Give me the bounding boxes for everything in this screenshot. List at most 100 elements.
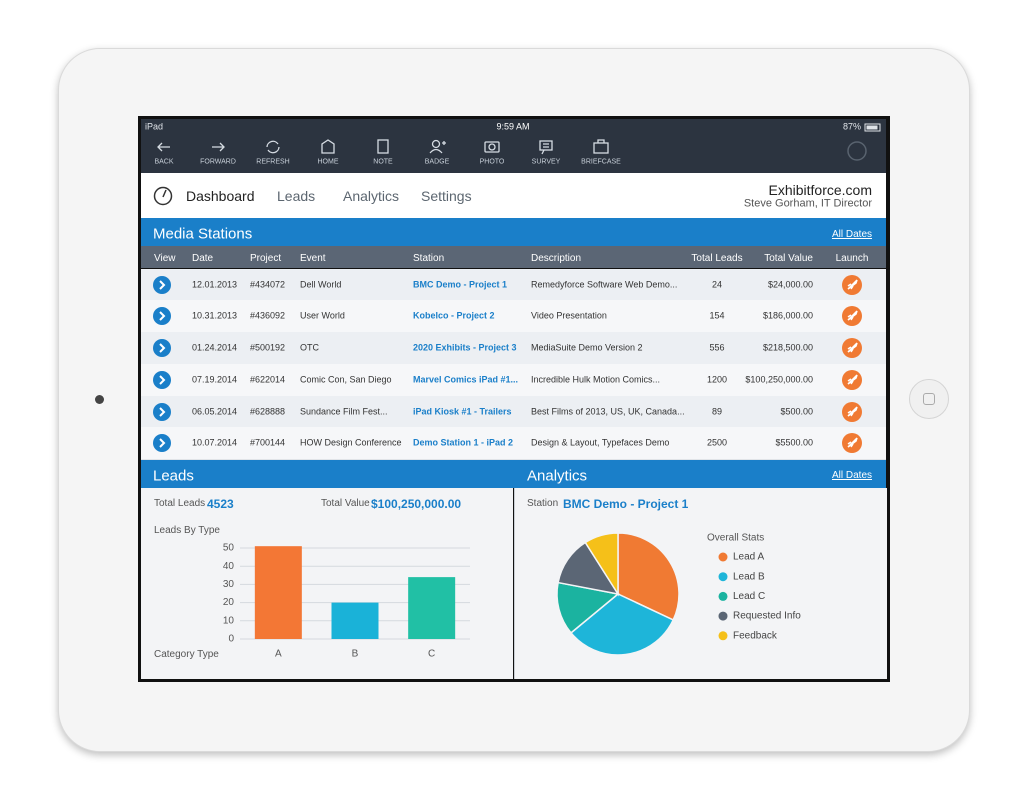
view-chevron [159, 438, 166, 448]
toolbar-label[interactable]: NOTE [373, 158, 393, 166]
pie-slice [569, 593, 675, 656]
total-leads-label: Total Leads [154, 498, 206, 509]
table-cell: 10.31.2013 [192, 310, 238, 321]
view-button [153, 403, 171, 421]
table-cell: 154 [709, 310, 725, 321]
legend-swatch [718, 572, 728, 582]
home-button[interactable] [909, 379, 949, 419]
icon [157, 142, 170, 152]
view-chevron [159, 407, 166, 417]
view-chevron [159, 311, 166, 321]
y-tick-label: 50 [223, 543, 235, 554]
legend-swatch [718, 631, 728, 641]
nav-tab[interactable]: Settings [421, 188, 472, 204]
media-header [141, 218, 886, 246]
status-bar [141, 119, 886, 136]
table-cell: $500.00 [780, 406, 813, 417]
column-header: View [154, 253, 176, 264]
table-cell: 24 [711, 279, 723, 290]
station-name: BMC Demo - Project 1 [563, 497, 689, 511]
toolbar-icon [539, 140, 553, 155]
view-button [153, 339, 171, 357]
toolbar-icon [377, 139, 389, 154]
station-link[interactable]: 2020 Exhibits - Project 3 [413, 342, 517, 353]
toolbar-label[interactable]: REFRESH [256, 158, 290, 166]
table-cell: HOW Design Conference [300, 437, 402, 448]
view-chevron [159, 343, 166, 353]
station-link[interactable]: iPad Kiosk #1 - Trailers [413, 406, 512, 417]
nav-tab[interactable]: Leads [277, 188, 316, 204]
battery-icon [864, 123, 881, 132]
table-cell: #434072 [250, 279, 286, 290]
help-icon [847, 141, 867, 161]
toolbar-label[interactable]: PHOTO [479, 158, 505, 166]
toolbar-label[interactable]: BRIEFCASE [581, 158, 621, 166]
section-title: Leads [153, 467, 194, 485]
launch-rocket [847, 279, 858, 290]
icon [597, 139, 605, 143]
toolbar-label[interactable]: HOME [317, 158, 339, 166]
table-cell: Best Films of 2013, US, UK, Canada... [531, 406, 685, 417]
all-dates-link[interactable]: All Dates [831, 470, 872, 481]
column-header: Station [413, 253, 445, 264]
station-link[interactable]: Demo Station 1 - iPad 2 [413, 437, 514, 448]
pie-slice [617, 532, 680, 621]
view-button [153, 434, 171, 452]
y-tick-label: 30 [223, 579, 235, 590]
brand: Exhibitforce.com [768, 182, 872, 198]
legend-swatch [718, 552, 728, 562]
table-cell: Incredible Hulk Motion Comics... [531, 374, 661, 385]
table-header [141, 246, 886, 268]
table-cell: #436092 [250, 310, 286, 321]
station-link[interactable]: Marvel Comics iPad #1... [413, 374, 519, 385]
table-cell: Comic Con, San Diego [300, 374, 392, 385]
table-row [141, 396, 886, 429]
table-cell: MediaSuite Demo Version 2 [531, 342, 643, 353]
nav-bar [141, 173, 886, 218]
all-dates-link[interactable]: All Dates [831, 229, 872, 240]
camera [95, 395, 104, 404]
launch-rocket [847, 406, 858, 417]
column-header: Launch [835, 253, 869, 264]
view-chevron [159, 375, 166, 385]
toolbar-label[interactable]: BADGE [424, 158, 450, 166]
table-cell: 556 [709, 342, 725, 353]
table-cell: 01.24.2014 [192, 342, 238, 353]
device-label: iPad [145, 121, 164, 132]
icon [212, 142, 225, 152]
dashboard-icon [153, 186, 173, 206]
toolbar-label[interactable]: SURVEY [531, 158, 561, 166]
station-link[interactable]: Kobelco - Project 2 [413, 310, 495, 321]
user-name: Steve Gorham, IT Director [743, 197, 872, 210]
table-cell: $5500.00 [775, 437, 813, 448]
toolbar-label[interactable]: BACK [154, 158, 174, 166]
pie-slice [584, 532, 619, 597]
table-cell: OTC [300, 342, 319, 353]
table-cell: #628888 [250, 406, 286, 417]
icon [321, 139, 335, 154]
table-cell: Video Presentation [531, 310, 607, 321]
view-button [153, 276, 171, 294]
icon [541, 143, 549, 155]
toolbar-label[interactable]: FORWARD [200, 158, 236, 166]
table-cell: $218,500.00 [762, 342, 813, 353]
station-link[interactable]: BMC Demo - Project 1 [413, 279, 508, 290]
x-tick-label: C [428, 649, 435, 660]
legend-swatch [718, 611, 728, 621]
table-row [141, 364, 886, 397]
column-header: Event [300, 253, 326, 264]
table-cell: #700144 [250, 437, 286, 448]
toolbar-icon [157, 142, 170, 152]
table-cell: $186,000.00 [762, 310, 813, 321]
bar [331, 602, 379, 639]
table-row [141, 269, 886, 302]
nav-tab[interactable]: Dashboard [186, 188, 255, 204]
legend-label: Lead C [733, 591, 765, 602]
battery-level: 87% [842, 121, 861, 132]
nav-tab[interactable]: Analytics [343, 188, 400, 204]
launch-rocket [847, 342, 858, 353]
icon [377, 139, 389, 154]
section-header [141, 460, 886, 488]
